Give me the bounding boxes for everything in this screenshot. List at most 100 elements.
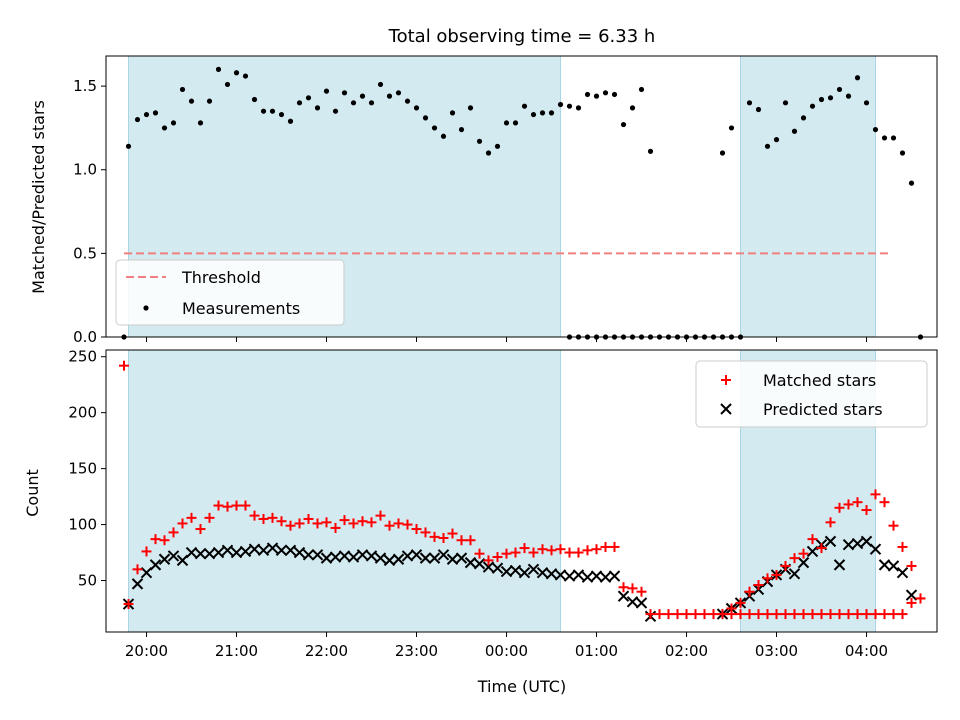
measurement-point bbox=[251, 96, 258, 103]
predicted-star-point bbox=[347, 551, 360, 563]
cross-b bbox=[608, 570, 621, 582]
top-legend: Threshold Measurements bbox=[115, 259, 345, 326]
legend-box bbox=[695, 360, 928, 428]
measurement-point bbox=[467, 105, 474, 111]
cross-b bbox=[230, 546, 243, 559]
predicted-star-point bbox=[518, 566, 531, 579]
predicted-star-point bbox=[212, 546, 225, 559]
matched-star-point bbox=[906, 597, 917, 608]
predicted-star-point bbox=[221, 544, 234, 557]
matched-star-point bbox=[807, 609, 818, 620]
predicted-star-point bbox=[194, 547, 207, 560]
matched-star-point bbox=[654, 609, 665, 620]
matched-star-point bbox=[600, 541, 611, 552]
measurement-point bbox=[170, 120, 177, 126]
measurement-point bbox=[296, 100, 303, 106]
measurement-point bbox=[512, 120, 519, 126]
measurement-point bbox=[134, 116, 141, 123]
y-tick-label: 250 bbox=[68, 348, 97, 366]
x-tick-label: 21:00 bbox=[215, 642, 258, 660]
cross-b bbox=[275, 544, 288, 557]
cross-b bbox=[509, 564, 522, 577]
measurement-point bbox=[287, 118, 294, 124]
matched-star-point bbox=[456, 535, 467, 546]
measurement-point bbox=[269, 108, 276, 114]
observing-span-0 bbox=[128, 349, 561, 633]
predicted-star-point bbox=[329, 551, 342, 563]
predicted-star-point bbox=[842, 539, 855, 551]
predicted-star-point bbox=[203, 547, 216, 560]
measurement-point bbox=[476, 138, 483, 144]
cross-b bbox=[446, 553, 459, 565]
predicted-star-point bbox=[545, 568, 558, 580]
measurement-point bbox=[179, 86, 186, 93]
matched-star-point bbox=[879, 497, 890, 508]
predicted-star-point bbox=[554, 569, 567, 581]
y-tick-label: 1.0 bbox=[73, 161, 97, 179]
cross-b bbox=[500, 565, 513, 578]
cross-b bbox=[365, 550, 378, 562]
cross-b bbox=[284, 544, 297, 557]
predicted-star-point bbox=[266, 542, 279, 554]
cross-b bbox=[617, 590, 630, 602]
predicted-star-point bbox=[167, 550, 180, 562]
matched-star-point bbox=[789, 553, 800, 564]
measurement-point bbox=[332, 108, 339, 114]
measurement-point bbox=[566, 103, 573, 109]
measurement-point bbox=[188, 98, 195, 104]
matched-star-point bbox=[186, 512, 197, 523]
predicted-star-point bbox=[392, 553, 405, 565]
measurement-point bbox=[242, 73, 249, 79]
cross-b bbox=[356, 549, 369, 561]
cross-b bbox=[806, 545, 819, 558]
matched-star-point bbox=[123, 599, 134, 610]
cross-b bbox=[572, 569, 585, 581]
top-plot-frame bbox=[105, 55, 938, 338]
measurement-point bbox=[602, 90, 609, 96]
matched-star-point bbox=[681, 609, 692, 620]
matched-star-point bbox=[897, 609, 908, 620]
measurement-point bbox=[224, 81, 231, 88]
cross-b bbox=[293, 546, 306, 559]
legend-matched-label: Matched stars bbox=[763, 371, 876, 390]
matched-star-point bbox=[717, 609, 728, 620]
predicted-star-point bbox=[437, 549, 450, 561]
cross-b bbox=[266, 542, 279, 554]
cross-b bbox=[563, 570, 576, 582]
matched-star-point bbox=[429, 531, 440, 542]
cross-b bbox=[473, 558, 486, 570]
matched-star-point bbox=[492, 552, 503, 563]
cross-b bbox=[311, 549, 324, 561]
matched-star-point bbox=[285, 520, 296, 531]
predicted-star-point bbox=[176, 554, 189, 567]
legend-predicted-label: Predicted stars bbox=[763, 400, 883, 419]
predicted-star-point bbox=[230, 546, 243, 559]
matched-star-point bbox=[384, 520, 395, 531]
predicted-star-point bbox=[302, 549, 315, 561]
measurement-point bbox=[215, 66, 222, 72]
matched-star-point bbox=[771, 609, 782, 620]
measurement-point bbox=[782, 100, 789, 106]
matched-star-point bbox=[483, 555, 494, 566]
cross-b bbox=[581, 571, 594, 583]
measurement-point bbox=[611, 91, 618, 98]
matched-star-point bbox=[735, 597, 746, 608]
matched-star-point bbox=[213, 500, 224, 511]
predicted-star-point bbox=[158, 553, 171, 565]
cross-b bbox=[464, 556, 477, 569]
measurement-point bbox=[899, 150, 906, 156]
matched-star-point bbox=[438, 533, 449, 543]
matched-star-point bbox=[834, 502, 845, 513]
measurement-point bbox=[485, 150, 492, 156]
matched-star-point bbox=[240, 500, 251, 511]
cross-b bbox=[626, 596, 639, 608]
cross-b bbox=[167, 550, 180, 562]
predicted-star-point bbox=[806, 545, 819, 558]
matched-star-point bbox=[618, 582, 629, 593]
predicted-star-point bbox=[311, 549, 324, 561]
matched-star-point bbox=[357, 516, 368, 527]
cross-b bbox=[302, 549, 315, 561]
matched-star-point bbox=[861, 505, 872, 516]
matched-star-point bbox=[564, 547, 575, 558]
cross-b bbox=[905, 589, 918, 601]
